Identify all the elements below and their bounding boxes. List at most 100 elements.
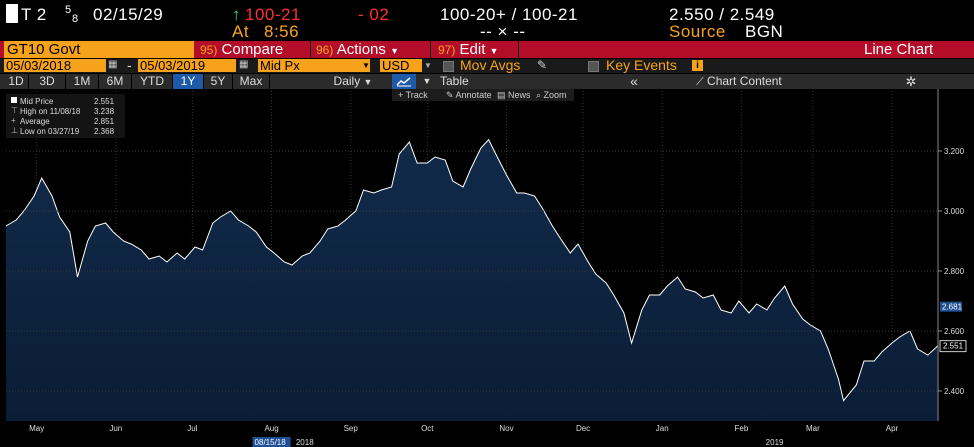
range-button-1y[interactable]: 1Y xyxy=(173,74,203,89)
chart-tool-annotate[interactable]: ✎ Annotate xyxy=(446,90,492,101)
legend-label: High on 11/08/18 xyxy=(20,107,81,116)
x-tick-label: Sep xyxy=(344,424,359,433)
actions-menu[interactable]: 96) Actions ▼ xyxy=(316,41,399,58)
chart-icon-chevron-down-icon[interactable]: ▼ xyxy=(422,76,432,86)
zoom-icon: ⌕ xyxy=(536,90,544,100)
legend-marker-icon: + xyxy=(11,116,16,125)
price-line xyxy=(5,138,939,402)
date-range-dash: - xyxy=(127,57,132,73)
info-icon[interactable]: i xyxy=(692,60,703,71)
bid-ask: 100-20+ / 100-21 xyxy=(440,5,578,24)
frequency-select[interactable]: Daily ▼ xyxy=(320,74,386,89)
field-select[interactable]: Mid Px xyxy=(258,59,370,72)
chart-tool-track[interactable]: + Track xyxy=(398,90,428,100)
year-label: 2018 xyxy=(296,438,314,447)
y-tick-label: 2.400 xyxy=(944,387,965,396)
y-axis-ticks: 2.400 2.600 2.800 3.000 3.200 xyxy=(938,147,965,396)
range-divider xyxy=(232,74,233,89)
chart-tool-zoom[interactable]: ⌕ Zoom xyxy=(536,90,567,101)
news-icon: ▤ xyxy=(497,90,509,100)
compare-menu[interactable]: 95) Compare xyxy=(200,41,283,58)
legend-value: 3.238 xyxy=(94,107,115,116)
field-chevron-down-icon: ▼ xyxy=(362,61,370,70)
legend-marker-icon: ⊤ xyxy=(11,106,18,115)
range-button-3d[interactable]: 3D xyxy=(39,74,55,88)
range-divider xyxy=(172,74,173,89)
y-tick-label: 2.800 xyxy=(944,267,965,276)
range-button-1d[interactable]: 1D xyxy=(8,74,24,88)
chart-type-title: Line Chart xyxy=(864,41,934,58)
x-tick-label: Feb xyxy=(734,424,748,433)
last-value-box xyxy=(939,340,967,353)
cursor-block xyxy=(6,4,18,23)
range-button-ytd[interactable]: YTD xyxy=(140,74,164,88)
annotate-icon: ✎ xyxy=(446,90,456,100)
mov-avgs-label[interactable]: Mov Avgs xyxy=(460,57,521,73)
table-button[interactable]: Table xyxy=(436,74,606,89)
y-tick-label: 2.600 xyxy=(944,327,965,336)
quote-time: 8:56 xyxy=(264,22,300,41)
coupon-numerator: 5 xyxy=(65,4,72,16)
field-select-value: Mid Px xyxy=(260,58,300,73)
track-icon: + xyxy=(398,90,406,100)
range-button-6m[interactable]: 6M xyxy=(106,74,124,88)
horizontal-gridlines xyxy=(6,150,938,392)
chart-tool-label: News xyxy=(508,90,531,100)
start-date-field[interactable]: 05/03/2018 xyxy=(4,59,106,72)
range-button-5y[interactable]: 5Y xyxy=(210,74,226,88)
ticker-field[interactable]: GT10 Govt xyxy=(4,41,194,58)
crosshair-date-label: 08/15/18 xyxy=(255,438,287,447)
legend-label: Low on 03/27/19 xyxy=(20,127,80,136)
key-events-checkbox[interactable] xyxy=(588,61,599,72)
range-divider xyxy=(131,74,132,89)
range-button-max[interactable]: Max xyxy=(239,74,263,88)
edit-menu-label: Edit xyxy=(459,41,486,58)
table-button-label: Table xyxy=(440,74,469,88)
mid-price-swatch xyxy=(11,97,17,103)
chart-tool-label: Track xyxy=(405,90,428,100)
marker-value-label: 2.681 xyxy=(942,303,963,312)
legend-label: Mid Price xyxy=(20,97,54,106)
x-tick-label: Dec xyxy=(576,424,590,433)
range-divider xyxy=(28,74,29,89)
gear-icon[interactable]: ✲ xyxy=(905,74,917,89)
at-label: At xyxy=(232,22,250,41)
year-labels: 2018 2019 xyxy=(296,438,784,447)
range-toolbar xyxy=(0,74,974,89)
range-button-1m[interactable]: 1M xyxy=(73,74,91,88)
edit-menu[interactable]: 97) Edit ▼ xyxy=(438,41,498,58)
x-tick-label: Jul xyxy=(187,424,197,433)
pencil-icon[interactable]: ✎ xyxy=(537,58,548,72)
chart-content-button[interactable]: ⟋ Chart Content xyxy=(696,74,826,89)
chart-tool-news[interactable]: ▤ News xyxy=(497,90,531,101)
range-divider xyxy=(98,74,99,89)
edit-menu-number: 97) xyxy=(438,43,456,57)
currency-select-value: USD xyxy=(382,58,410,73)
range-divider xyxy=(203,74,204,89)
x-axis-ticks: May Jun Jul Aug Sep Oct Nov Dec Jan Feb Mar Apr xyxy=(29,424,899,433)
x-tick-label: Aug xyxy=(264,424,278,433)
menu-bar xyxy=(0,41,974,58)
x-tick-label: Apr xyxy=(886,424,899,433)
mov-avgs-checkbox[interactable] xyxy=(443,61,454,72)
y-tick-label: 3.200 xyxy=(944,147,965,156)
collapse-icon[interactable]: « xyxy=(630,73,638,89)
currency-select[interactable]: USD xyxy=(380,59,422,72)
start-calendar-icon[interactable]: ▦ xyxy=(108,59,118,70)
x-tick-label: May xyxy=(29,424,44,433)
compare-menu-number: 95) xyxy=(200,43,218,57)
security-label: T 2 xyxy=(21,5,47,24)
key-events-label[interactable]: Key Events xyxy=(606,57,677,73)
year-label: 2019 xyxy=(766,438,784,447)
chart-svg: 2.400 2.600 2.800 3.000 3.200 May Jun Jul Aug Se… xyxy=(5,89,967,447)
crosshair-date-box xyxy=(252,437,291,447)
chart-content-icon: ⟋ xyxy=(696,76,704,88)
actions-menu-number: 96) xyxy=(316,43,334,57)
legend-value: 2.551 xyxy=(94,97,115,106)
end-date-field[interactable]: 05/03/2019 xyxy=(138,59,236,72)
end-calendar-icon[interactable]: ▦ xyxy=(239,59,249,70)
last-price: 100-21 xyxy=(245,5,301,24)
date-toolbar xyxy=(0,59,974,73)
actions-chevron-down-icon: ▼ xyxy=(390,46,399,56)
line-chart-icon[interactable] xyxy=(392,74,416,89)
